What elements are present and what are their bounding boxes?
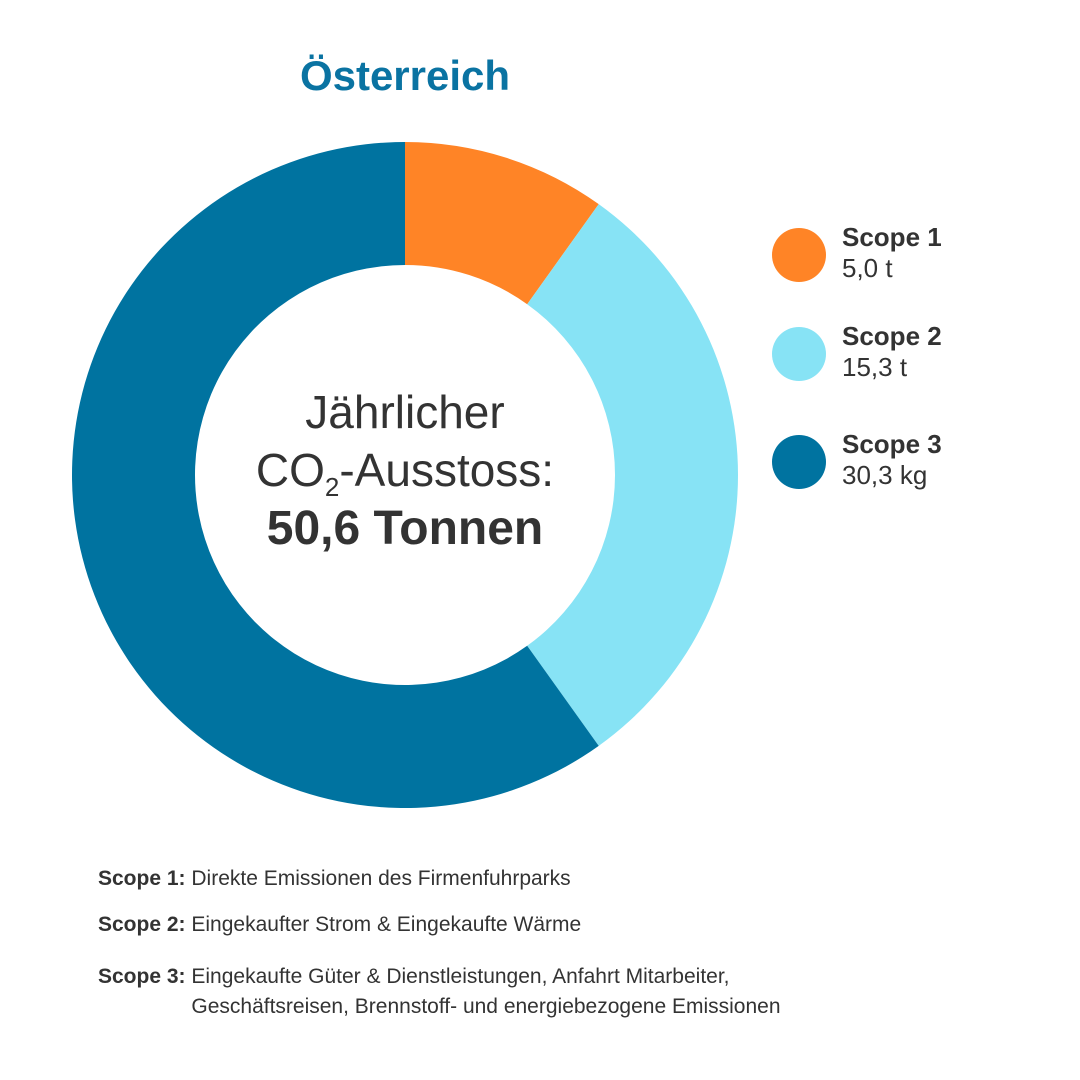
description-scope-3: Scope 3: Eingekaufte Güter & Dienstleist…: [98, 962, 781, 1022]
description-text: Direkte Emissionen des Firmenfuhrparks: [191, 867, 571, 890]
donut-slice-scope-1: [405, 142, 599, 305]
donut-slice-scope-3: [72, 142, 599, 808]
center-label: Jährlicher CO2-Ausstoss: 50,6 Tonnen: [195, 383, 615, 559]
description-line: Geschäftsreisen, Brennstoff- und energie…: [191, 995, 781, 1018]
chart-title: Österreich: [299, 52, 511, 99]
description-label: Scope 2:: [98, 913, 186, 936]
description-scope-2: Scope 2: Eingekaufter Strom & Eingekauft…: [98, 910, 581, 940]
description-text: Eingekaufte Güter & Dienstleistungen, An…: [191, 962, 780, 1022]
description-scope-1: Scope 1: Direkte Emissionen des Firmenfu…: [98, 864, 571, 894]
description-line: Eingekaufte Güter & Dienstleistungen, An…: [191, 965, 730, 988]
description-text: Eingekaufter Strom & Eingekaufte Wärme: [191, 913, 582, 936]
legend-swatch: [772, 228, 826, 282]
legend-value: 5,0 t: [842, 253, 893, 283]
center-line-1: Jährlicher: [305, 386, 505, 438]
legend-swatch: [772, 327, 826, 381]
subscript-2: 2: [324, 472, 340, 502]
co-text: CO: [255, 444, 325, 496]
legend-value: 15,3 t: [842, 352, 908, 382]
donut-slice-scope-2: [527, 204, 738, 746]
legend-value: 30,3 kg: [842, 460, 928, 490]
center-line-2: CO2-Ausstoss:: [195, 441, 615, 502]
legend-name: Scope 1: [842, 222, 942, 252]
description-label: Scope 1:: [98, 867, 186, 890]
legend-name: Scope 2: [842, 321, 942, 351]
legend-swatch: [772, 435, 826, 489]
ausstoss-text: -Ausstoss:: [339, 444, 555, 496]
description-label: Scope 3:: [98, 965, 186, 988]
legend-name: Scope 3: [842, 429, 942, 459]
center-total: 50,6 Tonnen: [266, 502, 544, 555]
